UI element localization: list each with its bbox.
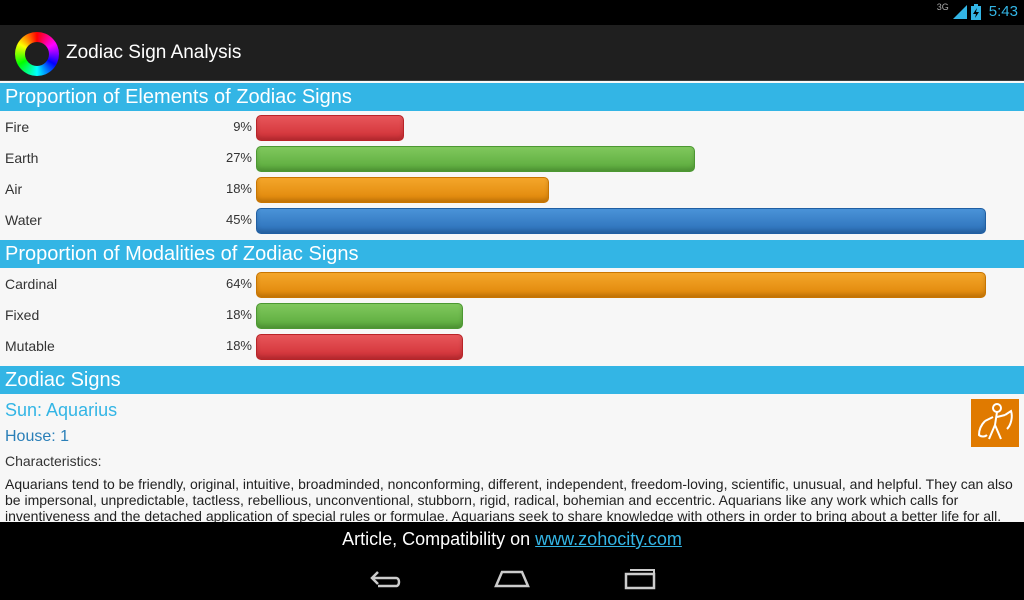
- clock: 5:43: [988, 3, 1018, 20]
- action-bar: Zodiac Sign Analysis: [0, 25, 1024, 81]
- row-label: Mutable: [5, 338, 55, 354]
- row-label: Earth: [5, 150, 39, 166]
- proportion-bar: [256, 303, 463, 329]
- color-wheel-icon[interactable]: [15, 32, 59, 76]
- zodiac-signs-section-title: Zodiac Signs: [0, 366, 1024, 394]
- elements-section-title: Proportion of Elements of Zodiac Signs: [0, 83, 1024, 111]
- row-percentage: 45%: [225, 212, 252, 227]
- row-percentage: 27%: [225, 150, 252, 165]
- element-row-fire: Fire 9%: [0, 111, 1024, 142]
- row-percentage: 9%: [233, 119, 252, 134]
- app-title: Zodiac Sign Analysis: [66, 42, 242, 63]
- row-label: Air: [5, 181, 23, 197]
- characteristics-label: Characteristics:: [5, 453, 102, 469]
- aquarius-water-bearer-icon: [971, 399, 1019, 447]
- proportion-bar: [256, 115, 404, 141]
- row-percentage: 18%: [225, 338, 252, 353]
- proportion-bar: [256, 272, 986, 298]
- element-row-water: Water 45%: [0, 204, 1024, 235]
- footer-text: Article, Compatibility on: [342, 529, 536, 549]
- row-percentage: 18%: [225, 181, 252, 196]
- row-percentage: 18%: [225, 307, 252, 322]
- row-percentage: 64%: [225, 276, 252, 291]
- back-icon[interactable]: [364, 564, 404, 592]
- proportion-bar: [256, 334, 463, 360]
- row-label: Water: [5, 212, 42, 228]
- element-row-earth: Earth 27%: [0, 142, 1024, 173]
- sign-detail: Sun: Aquarius House: 1 Characteristics: …: [0, 394, 1024, 522]
- elements-list: Fire 9% Earth 27% Air 18% Water 45%: [0, 111, 1024, 235]
- sun-sign: Sun: Aquarius: [5, 400, 118, 420]
- characteristics-text: Aquarians tend to be friendly, original,…: [5, 476, 1013, 522]
- proportion-bar: [256, 208, 986, 234]
- navigation-bar: [0, 556, 1024, 600]
- row-label: Fixed: [5, 307, 40, 323]
- modality-row-cardinal: Cardinal 64%: [0, 268, 1024, 299]
- proportion-bar: [256, 146, 695, 172]
- network-type: 3G: [936, 1, 949, 12]
- row-label: Fire: [5, 119, 30, 135]
- signal-icon: [952, 4, 967, 19]
- modalities-list: Cardinal 64% Fixed 18% Mutable 18%: [0, 268, 1024, 361]
- recent-apps-icon[interactable]: [620, 564, 660, 592]
- status-bar: 3G 5:43: [0, 0, 1024, 25]
- element-row-air: Air 18%: [0, 173, 1024, 204]
- proportion-bar: [256, 177, 549, 203]
- website-link[interactable]: www.zohocity.com: [535, 529, 682, 549]
- house: House: 1: [5, 428, 70, 445]
- modality-row-mutable: Mutable 18%: [0, 330, 1024, 361]
- home-icon[interactable]: [492, 564, 532, 592]
- footer: Article, Compatibility on www.zohocity.c…: [0, 522, 1024, 556]
- row-label: Cardinal: [5, 276, 58, 292]
- modality-row-fixed: Fixed 18%: [0, 299, 1024, 330]
- content-area[interactable]: Proportion of Elements of Zodiac Signs F…: [0, 81, 1024, 522]
- battery-icon: [970, 3, 981, 20]
- modalities-section-title: Proportion of Modalities of Zodiac Signs: [0, 240, 1024, 268]
